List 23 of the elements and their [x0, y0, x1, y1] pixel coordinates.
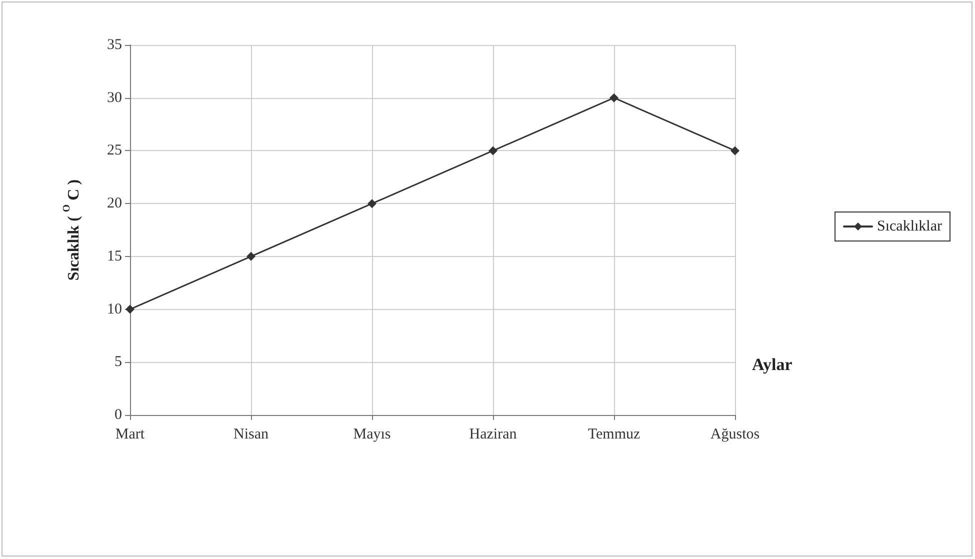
point	[610, 93, 618, 102]
x-tick-label: Haziran	[469, 426, 518, 442]
y-tick-label: 5	[114, 354, 122, 370]
point	[488, 146, 498, 156]
y-tick-label: 20	[107, 196, 122, 212]
y-axis-title: Sıcaklık ( O C )	[62, 179, 82, 281]
y-tick-label: 30	[107, 90, 122, 106]
y-tick-label: 15	[107, 248, 122, 264]
point	[246, 252, 256, 261]
y-tick-label: 10	[107, 301, 122, 318]
x-tick-label: Nisan	[234, 426, 269, 442]
point	[368, 199, 376, 208]
x-tick-label: Mayıs	[353, 426, 391, 442]
y-tick-label: 35	[107, 37, 122, 53]
x-tick-label: Temmuz	[588, 426, 640, 442]
point	[126, 304, 134, 314]
y-tick-label: 25	[107, 142, 122, 159]
y-tick-label: 0	[114, 407, 122, 423]
x-tick-label: Ağustos	[710, 426, 760, 442]
x-tick-label: Mart	[115, 426, 146, 442]
point	[730, 146, 740, 156]
legend-label: Sıcaklıklar	[877, 218, 942, 234]
x-axis-title: Aylar	[752, 355, 793, 374]
